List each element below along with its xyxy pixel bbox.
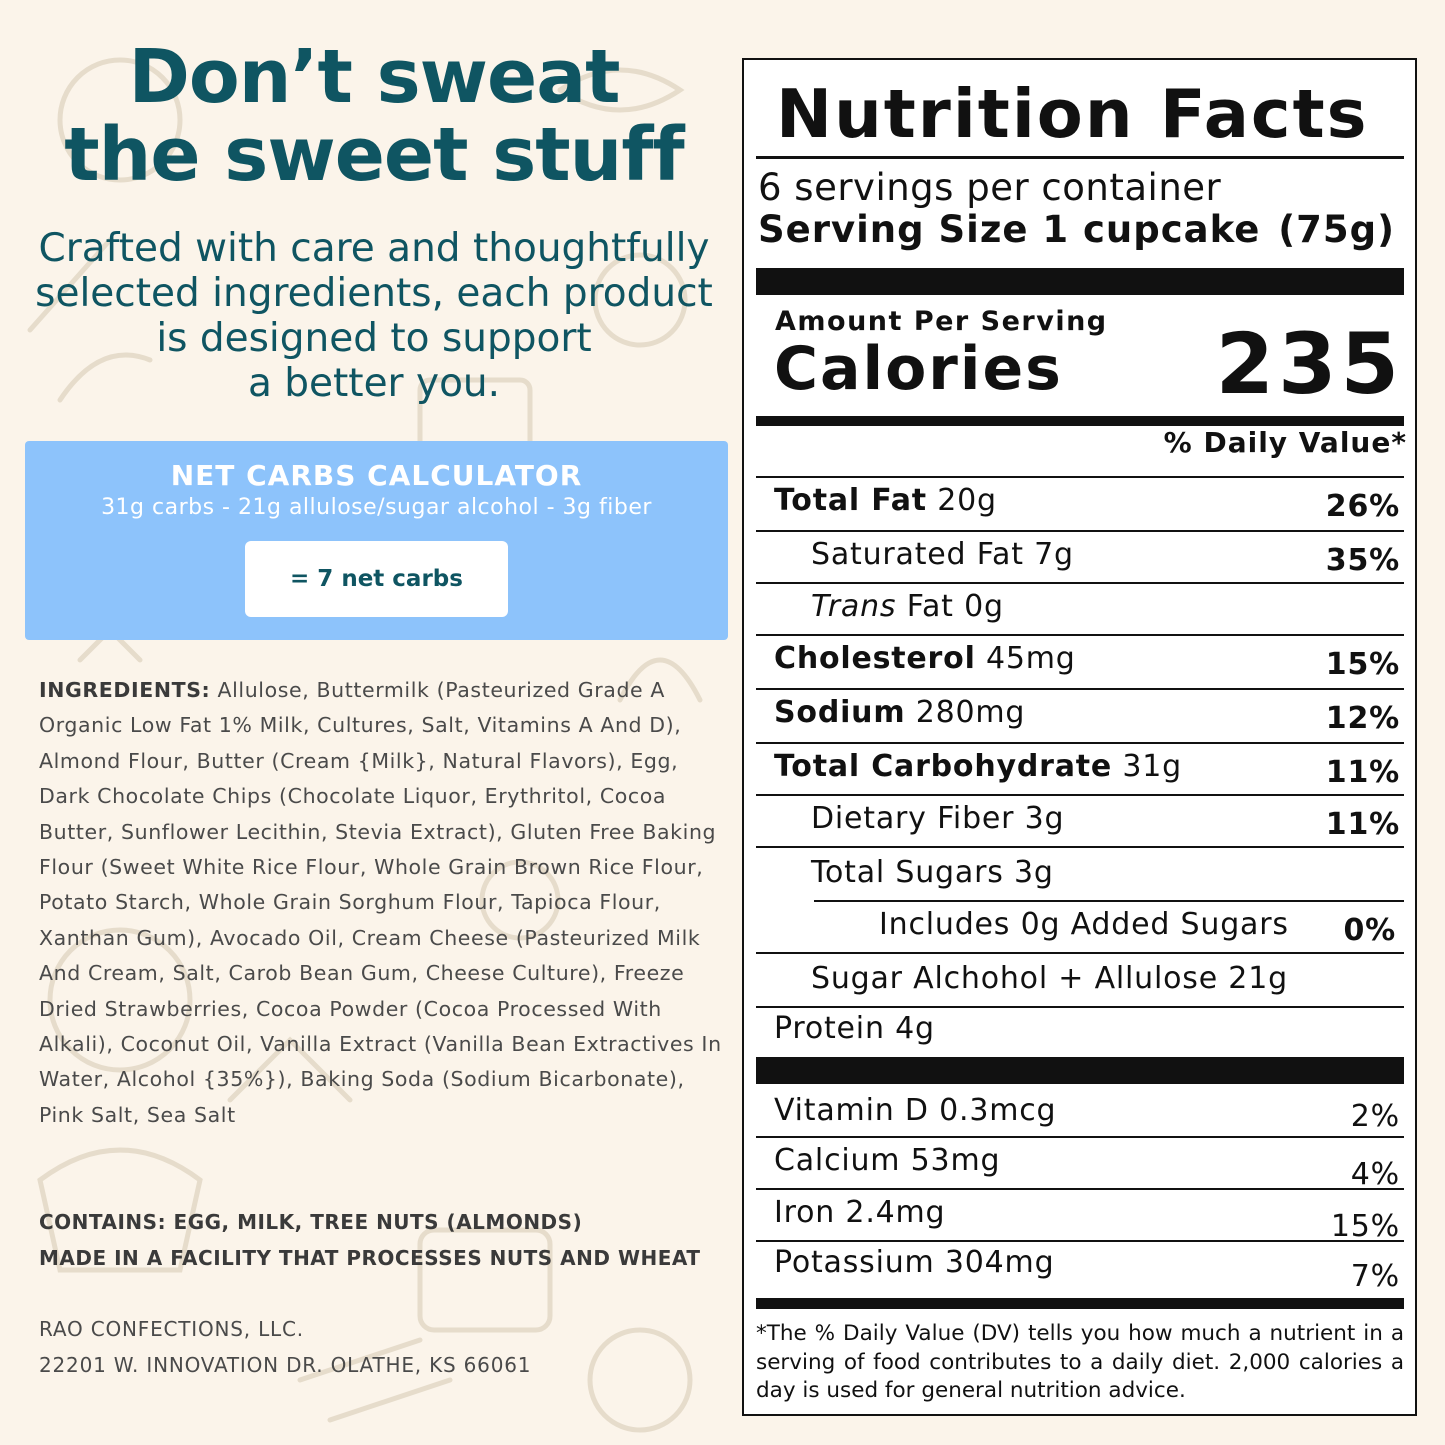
cholesterol-label: Cholesterol (774, 641, 976, 676)
serving-size-weight: (75g) (1278, 208, 1395, 251)
saturated-fat-dv: 35% (1325, 543, 1400, 578)
iron-label: Iron 2.4mg (774, 1195, 946, 1230)
row-cholesterol: Cholesterol 45mg 15% (756, 636, 1404, 688)
added-sugars-dv: 0% (1343, 913, 1396, 948)
headline: Don’t sweat the sweet stuff (0, 38, 748, 194)
sodium-dv: 12% (1325, 701, 1400, 736)
subhead-line-2: selected ingredients, each product (35, 271, 713, 316)
allergen-statement: CONTAINS: EGG, MILK, TREE NUTS (ALMONDS)… (39, 1204, 739, 1276)
divider (756, 688, 1404, 690)
calcium-label: Calcium 53mg (774, 1143, 1001, 1178)
headline-line-2: the sweet stuff (64, 112, 684, 198)
row-potassium: Potassium 304mg 7% (756, 1240, 1404, 1294)
daily-value-header: % Daily Value* (1163, 426, 1407, 459)
headline-line-1: Don’t sweat (128, 34, 620, 120)
net-carbs-calculator: NET CARBS CALCULATOR 31g carbs - 21g all… (25, 441, 728, 640)
divider (756, 634, 1404, 636)
row-protein: Protein 4g (756, 1006, 1404, 1058)
fiber-dv: 11% (1325, 807, 1400, 842)
ingredients-list: INGREDIENTS: Allulose, Buttermilk (Paste… (39, 673, 729, 1133)
cholesterol-dv: 15% (1325, 647, 1400, 682)
trans-label: Trans (811, 589, 897, 624)
divider (756, 952, 1404, 954)
subhead-line-3: is designed to support (156, 316, 592, 361)
facility-line: MADE IN A FACILITY THAT PROCESSES NUTS A… (39, 1246, 701, 1270)
divider (756, 530, 1404, 532)
ingredients-text: Allulose, Buttermilk (Pasteurized Grade … (39, 678, 722, 1127)
iron-dv: 15% (1330, 1209, 1400, 1244)
subhead-line-1: Crafted with care and thoughtfully (38, 226, 710, 271)
amount-per-serving: Amount Per Serving (775, 306, 1108, 337)
total-sugars-label: Total Sugars 3g (811, 855, 1054, 890)
calories-label: Calories (774, 334, 1063, 404)
nutrition-facts-label: Nutrition Facts 6 servings per container… (742, 58, 1417, 1416)
divider (756, 1188, 1404, 1190)
divider (756, 1240, 1404, 1242)
company-address: 22201 W. INNOVATION DR. OLATHE, KS 66061 (39, 1353, 532, 1377)
protein-label: Protein 4g (774, 1011, 935, 1046)
saturated-fat-label: Saturated Fat 7g (811, 537, 1074, 572)
divider (756, 1006, 1404, 1008)
row-sugar-alcohol: Sugar Alchohol + Allulose 21g (756, 956, 1404, 1008)
total-carb-label: Total Carbohydrate (774, 749, 1113, 784)
potassium-dv: 7% (1350, 1259, 1400, 1294)
row-total-carbohydrate: Total Carbohydrate 31g 11% (756, 744, 1404, 796)
vitamin-d-dv: 2% (1350, 1099, 1400, 1134)
total-fat-dv: 26% (1325, 489, 1400, 524)
vitamin-d-label: Vitamin D 0.3mcg (774, 1093, 1057, 1128)
subhead-line-4: a better you. (247, 361, 501, 406)
calcium-dv: 4% (1350, 1157, 1400, 1192)
row-sodium: Sodium 280mg 12% (756, 690, 1404, 742)
sodium-amount: 280mg (915, 695, 1026, 730)
row-total-fat: Total Fat 20g 26% (756, 478, 1404, 530)
total-fat-label: Total Fat (774, 483, 927, 518)
medium-divider (756, 1298, 1404, 1309)
total-fat-amount: 20g (937, 483, 997, 518)
net-carbs-result: = 7 net carbs (245, 541, 508, 617)
calculator-title: NET CARBS CALCULATOR (170, 459, 583, 492)
row-calcium: Calcium 53mg 4% (756, 1138, 1404, 1192)
contains-line: CONTAINS: EGG, MILK, TREE NUTS (ALMONDS) (39, 1210, 583, 1234)
row-trans-fat: Trans Fat 0g (756, 584, 1404, 636)
cholesterol-amount: 45mg (986, 641, 1076, 676)
divider (756, 582, 1404, 584)
calculator-formula: 31g carbs - 21g allulose/sugar alcohol -… (101, 495, 652, 520)
total-carb-dv: 11% (1325, 755, 1400, 790)
divider (756, 794, 1404, 796)
sodium-label: Sodium (774, 695, 906, 730)
divider (814, 900, 1404, 902)
subheadline: Crafted with care and thoughtfully selec… (0, 226, 748, 406)
sugar-alcohol-label: Sugar Alchohol + Allulose 21g (811, 961, 1288, 996)
potassium-label: Potassium 304mg (774, 1245, 1055, 1280)
divider (756, 846, 1404, 848)
nutrition-facts-title: Nutrition Facts (776, 75, 1369, 153)
row-total-sugars: Total Sugars 3g (756, 850, 1404, 902)
company-name: RAO CONFECTIONS, LLC. (39, 1317, 304, 1341)
divider (756, 742, 1404, 744)
calories-value: 235 (1215, 315, 1403, 413)
row-iron: Iron 2.4mg 15% (756, 1190, 1404, 1244)
serving-size: Serving Size 1 cupcake (75g) (758, 208, 1395, 251)
serving-size-label: Serving Size 1 cupcake (758, 208, 1261, 251)
total-carb-amount: 31g (1122, 749, 1183, 784)
trans-fat-label: Fat 0g (896, 589, 1004, 624)
company-info: RAO CONFECTIONS, LLC. 22201 W. INNOVATIO… (39, 1311, 739, 1383)
daily-value-footnote: *The % Daily Value (DV) tells you how mu… (756, 1321, 1404, 1403)
divider (756, 1136, 1404, 1138)
added-sugars-label: Includes 0g Added Sugars (879, 907, 1289, 942)
thick-divider (756, 268, 1404, 295)
row-added-sugars: Includes 0g Added Sugars 0% (756, 902, 1404, 954)
ingredients-label: INGREDIENTS: (39, 678, 211, 702)
thick-divider (756, 1057, 1404, 1084)
divider (756, 156, 1404, 159)
divider (756, 476, 1404, 478)
servings-per-container: 6 servings per container (758, 166, 1222, 209)
row-saturated-fat: Saturated Fat 7g 35% (756, 532, 1404, 584)
row-dietary-fiber: Dietary Fiber 3g 11% (756, 796, 1404, 848)
medium-divider (756, 416, 1404, 426)
fiber-label: Dietary Fiber 3g (811, 801, 1065, 836)
row-vitamin-d: Vitamin D 0.3mcg 2% (756, 1088, 1404, 1140)
